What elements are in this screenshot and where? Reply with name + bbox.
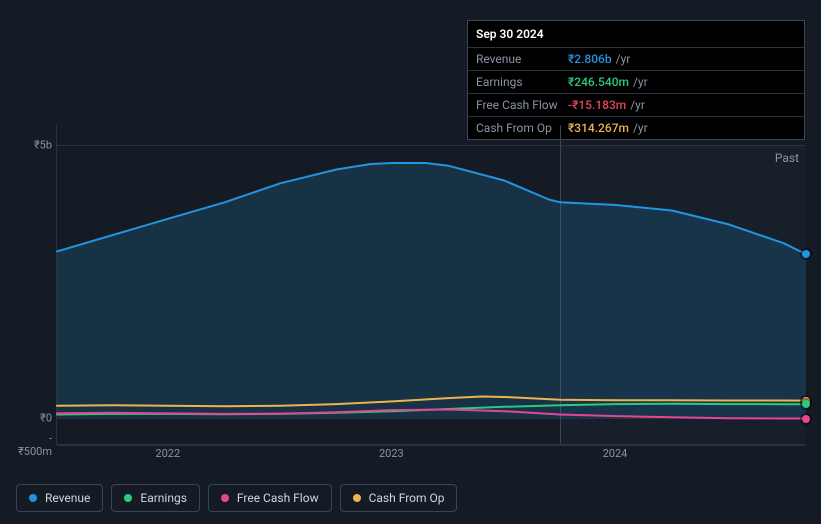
tooltip-panel: Sep 30 2024 Revenue₹2.806b/yrEarnings₹24… [467,20,805,140]
legend-dot [353,494,361,502]
series-end-dot [802,250,810,258]
legend: Revenue Earnings Free Cash Flow Cash From O… [16,484,457,512]
plot-area[interactable]: Past [56,125,805,445]
y-axis-label: ₹0 [16,411,52,424]
x-axis-label: 2024 [603,447,628,460]
legend-dot [29,494,37,502]
tooltip-label: Revenue [476,52,568,66]
tooltip-row: Free Cash Flow-₹15.183m/yr [468,93,804,116]
legend-item[interactable]: Cash From Op [340,484,458,512]
tooltip-value: ₹246.540m [568,75,629,89]
chart-area: ₹5b ₹0 -₹500m Past 2022 2023 2024 [16,125,805,465]
y-axis-label: ₹5b [16,139,52,152]
tooltip-value: -₹15.183m [568,98,626,112]
x-axis-label: 2022 [155,447,180,460]
tooltip-unit: /yr [633,75,648,89]
legend-label: Free Cash Flow [237,491,319,505]
legend-item[interactable]: Revenue [16,484,103,512]
series-end-dot [802,400,810,408]
legend-label: Cash From Op [369,491,445,505]
tooltip-date: Sep 30 2024 [468,21,804,47]
tooltip-row: Revenue₹2.806b/yr [468,47,804,70]
chart-svg [57,125,805,444]
legend-label: Earnings [140,491,187,505]
past-label: Past [775,151,799,165]
legend-item[interactable]: Free Cash Flow [208,484,332,512]
gridline [57,445,805,446]
tooltip-label: Earnings [476,75,568,89]
legend-label: Revenue [45,491,90,505]
x-axis-label: 2023 [379,447,404,460]
series-end-dot [802,415,810,423]
tooltip-row: Earnings₹246.540m/yr [468,70,804,93]
y-axis-label: -₹500m [16,432,52,458]
legend-dot [124,494,132,502]
legend-dot [221,494,229,502]
tooltip-unit: /yr [616,52,631,66]
legend-item[interactable]: Earnings [111,484,200,512]
tooltip-value: ₹2.806b [568,52,612,66]
tooltip-unit: /yr [630,98,645,112]
tooltip-label: Free Cash Flow [476,98,568,112]
